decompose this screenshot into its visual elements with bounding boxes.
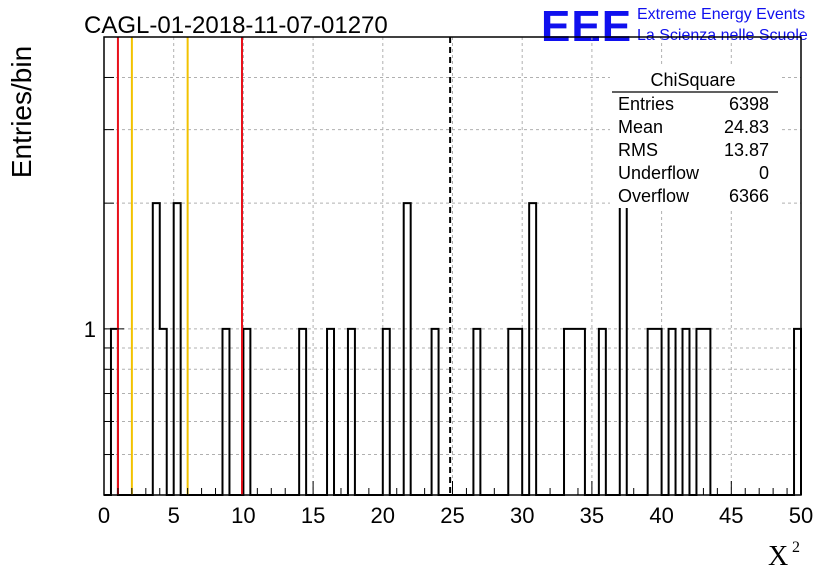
stats-row-value: 13.87 [724, 140, 769, 160]
y-axis-label: Entries/bin [6, 46, 37, 178]
histogram-bin [515, 329, 522, 495]
x-tick-label: 0 [98, 503, 110, 528]
histogram-bin [174, 203, 181, 495]
histogram-bin [683, 329, 690, 495]
logo-text: EEE [541, 2, 632, 51]
histogram-bin [648, 329, 655, 495]
histogram-bin [243, 329, 250, 495]
histogram-bin [383, 329, 390, 495]
histogram-bin [794, 329, 801, 495]
x-tick-labels: 0 5 10 15 20 25 30 35 40 45 50 [98, 503, 813, 528]
axes [103, 36, 802, 496]
stats-row-label: Entries [618, 94, 674, 114]
histogram-bin [160, 329, 167, 495]
x-tick-label: 25 [440, 503, 464, 528]
histogram-bin [348, 329, 355, 495]
histogram-bin [508, 329, 515, 495]
histogram-bin [327, 329, 334, 495]
stats-row-label: RMS [618, 140, 658, 160]
eee-logo: EEE Extreme Energy Events La Scienza nel… [541, 2, 808, 51]
y-tick-labels: 1 [84, 317, 96, 342]
histogram-outline [104, 202, 802, 496]
stats-row-label: Underflow [618, 163, 700, 183]
x-tick-label: 40 [649, 503, 673, 528]
x-tick-label: 50 [789, 503, 813, 528]
x-tick-label: 10 [231, 503, 255, 528]
stats-box-rows: Entries 6398 Mean 24.83 RMS 13.87 Underflow 0 Ov… [618, 94, 769, 206]
histogram-bin [599, 329, 606, 495]
x-axis-label: X 2 [768, 539, 800, 572]
histogram-bin [669, 329, 676, 495]
histogram-bin [153, 203, 160, 495]
stats-row-value: 6366 [729, 186, 769, 206]
logo-line1: Extreme Energy Events [637, 6, 805, 23]
grid-lines [104, 36, 801, 495]
chart-title: CAGL-01-2018-11-07-01270 [84, 12, 388, 39]
histogram-bin [473, 329, 480, 495]
histogram-bin [696, 329, 703, 495]
x-tick-label: 30 [510, 503, 534, 528]
stats-row-value: 0 [759, 163, 769, 183]
stats-row-label: Overflow [618, 186, 690, 206]
stats-row-label: Mean [618, 117, 663, 137]
stats-box-title: ChiSquare [650, 70, 735, 90]
stats-row-value: 24.83 [724, 117, 769, 137]
histogram-bin [620, 203, 627, 495]
histogram-bin [703, 329, 710, 495]
x-tick-label: 5 [168, 503, 180, 528]
x-tick-label: 35 [580, 503, 604, 528]
stats-box-bg [610, 66, 780, 208]
logo-line2: La Scienza nelle Scuole [637, 27, 808, 44]
histogram-bin [655, 329, 662, 495]
histogram-bin [222, 329, 229, 495]
histogram-bin [578, 329, 585, 495]
x-axis-label-main: X [768, 541, 788, 572]
x-tick-label: 20 [371, 503, 395, 528]
histogram-bin [299, 329, 306, 495]
marker-lines [116, 37, 452, 495]
y-tick-label: 1 [84, 317, 96, 342]
histogram-bin [529, 203, 536, 495]
histogram-bin [111, 329, 118, 495]
histogram-bin [432, 329, 439, 495]
stats-row-value: 6398 [729, 94, 769, 114]
x-axis-label-sup: 2 [792, 539, 800, 556]
histogram-bin [404, 203, 411, 495]
histogram-bin [564, 329, 571, 495]
stats-box: ChiSquare Entries 6398 Mean 24.83 RMS 13.87 Un… [610, 66, 780, 208]
x-tick-label: 15 [301, 503, 325, 528]
histogram-bars [104, 202, 802, 496]
histogram-bin [571, 329, 578, 495]
x-tick-label: 45 [719, 503, 743, 528]
